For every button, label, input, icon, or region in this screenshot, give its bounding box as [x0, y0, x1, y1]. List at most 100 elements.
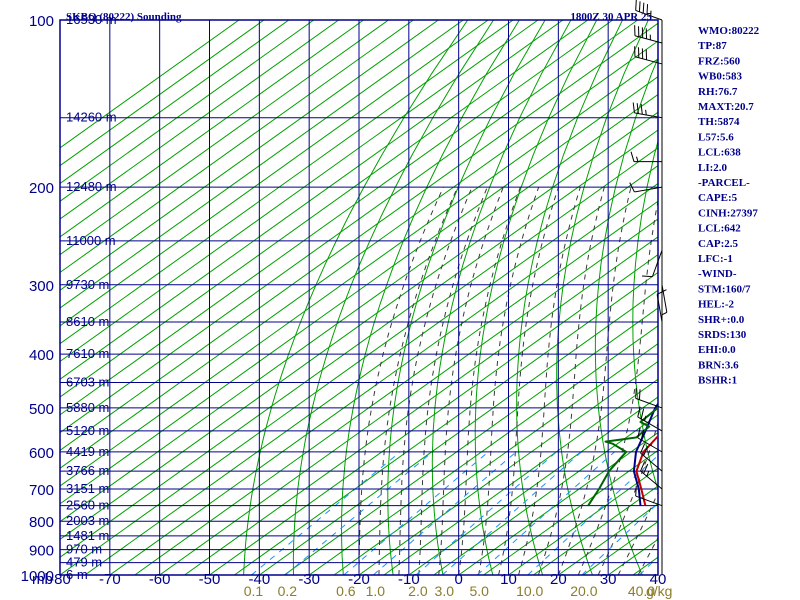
isotherm-line — [159, 218, 658, 575]
isotherm-line — [60, 58, 658, 487]
mixing-ratio-label: 0.6 — [336, 583, 356, 599]
wind-barb-flag — [630, 151, 635, 162]
isotherm-line — [60, 147, 658, 575]
index-value: EHI:0.0 — [698, 344, 736, 356]
isotherm-line — [483, 449, 658, 575]
wind-barb-flag — [642, 2, 645, 14]
wind-barb-flag — [632, 102, 635, 113]
wind-barb — [634, 112, 663, 119]
isotherm-line — [60, 20, 315, 202]
wind-barb-flag — [646, 471, 650, 477]
pressure-tick-label: 1000 — [21, 568, 54, 585]
wind-barb-flag — [643, 463, 649, 474]
temperature-tick-label: -80 — [49, 571, 71, 588]
index-value: HEL:-2 — [698, 299, 735, 311]
wind-barb-flag — [646, 4, 649, 15]
isotherm-line — [60, 20, 614, 416]
parcel-line — [632, 402, 658, 506]
wind-barb-flag — [661, 311, 668, 316]
isotherm-line — [60, 22, 658, 452]
index-value: BRN:3.6 — [698, 359, 739, 371]
wind-barb-flag — [640, 103, 643, 115]
wind-barb-flag — [637, 406, 641, 418]
isotherm-line — [134, 200, 658, 575]
wind-barbs — [629, 0, 668, 575]
isotherm-line — [60, 20, 414, 274]
wind-barb — [651, 250, 663, 277]
isotherm-line — [209, 254, 658, 575]
mixing-ratio-line — [343, 451, 489, 575]
mixing-ratio-line — [372, 451, 517, 575]
wind-barb — [634, 186, 663, 193]
temperature-tick-label: -50 — [199, 571, 221, 588]
pressure-tick-label: 700 — [29, 482, 54, 499]
height-label: 6703 m — [66, 375, 109, 390]
pressure-tick-label: 100 — [29, 13, 54, 30]
temperature-tick-label: 40 — [650, 571, 667, 588]
index-value: LFC:-1 — [698, 253, 733, 265]
wind-barb-flag — [644, 415, 647, 422]
wind-barb — [640, 452, 663, 472]
temperature-tick-label: 30 — [600, 571, 617, 588]
mixing-ratio-line — [415, 451, 557, 575]
pressure-tick-label: 600 — [29, 445, 54, 462]
index-value: LCL:638 — [698, 147, 741, 159]
height-label: 3766 m — [66, 463, 109, 478]
wind-barb — [656, 294, 663, 323]
isotherm-line — [60, 20, 464, 309]
isotherm-line — [60, 20, 364, 238]
mixing-ratio-label: 10.0 — [516, 583, 543, 599]
height-label: 1481 m — [66, 528, 109, 543]
index-value: LI:2.0 — [698, 162, 728, 174]
isotherm-line — [60, 93, 658, 523]
wind-barb-flag — [640, 408, 645, 420]
wind-barb-flag — [638, 389, 641, 400]
wind-barb — [640, 470, 663, 490]
isotherm-line — [259, 289, 658, 575]
height-label: 479 m — [66, 555, 102, 570]
mixing-ratio-line — [581, 502, 658, 575]
index-value: RH:76.7 — [698, 86, 738, 98]
index-value: -PARCEL- — [698, 177, 750, 189]
mixing-ratio-line — [476, 451, 615, 575]
wind-barb-flag — [637, 427, 641, 438]
index-value: SHR+:0.0 — [698, 314, 745, 326]
index-value: STM:160/7 — [698, 283, 751, 295]
height-label: 6 m — [66, 567, 88, 582]
wind-barb-flag — [640, 429, 645, 440]
wind-barb-flag — [645, 109, 647, 116]
isotherm-line — [433, 414, 658, 575]
height-label: 7610 m — [66, 346, 109, 361]
isotherm-line — [408, 396, 658, 575]
mixing-ratio-line — [441, 451, 582, 575]
index-value: WMO:80222 — [698, 25, 760, 37]
mixing-ratio-label: 5.0 — [469, 583, 489, 599]
isotherm-line — [60, 20, 564, 380]
height-label: 2003 m — [66, 513, 109, 528]
isotherm-line — [234, 271, 658, 575]
wind-barb-flag — [638, 1, 641, 12]
temperature-tick-label: -40 — [248, 571, 270, 588]
height-label: 4419 m — [66, 444, 109, 459]
height-label: 5120 m — [66, 423, 109, 438]
wind-barb — [634, 56, 663, 65]
index-value: -WIND- — [698, 268, 737, 280]
isotherm-line — [109, 182, 658, 575]
index-value: TH:5874 — [698, 116, 740, 128]
index-value: FRZ:560 — [698, 55, 741, 67]
pressure-tick-label: 300 — [29, 278, 54, 295]
isotherm-line — [84, 165, 658, 575]
mixing-ratio-label: 20.0 — [570, 583, 597, 599]
height-label: 2560 m — [66, 498, 109, 513]
index-value: SRDS:130 — [698, 329, 747, 341]
wind-barb-flag — [636, 103, 639, 114]
height-label: 14260 m — [66, 110, 117, 125]
wind-barb-flag — [636, 156, 639, 162]
mixing-ratio-label: 1.0 — [366, 583, 386, 599]
wind-barb-flag — [635, 0, 637, 11]
mixing-ratio-label: 0.1 — [244, 583, 264, 599]
mixing-ratio-label: 0.2 — [278, 583, 298, 599]
height-label: 16530 m — [66, 12, 117, 27]
isotherm-line — [60, 20, 514, 345]
